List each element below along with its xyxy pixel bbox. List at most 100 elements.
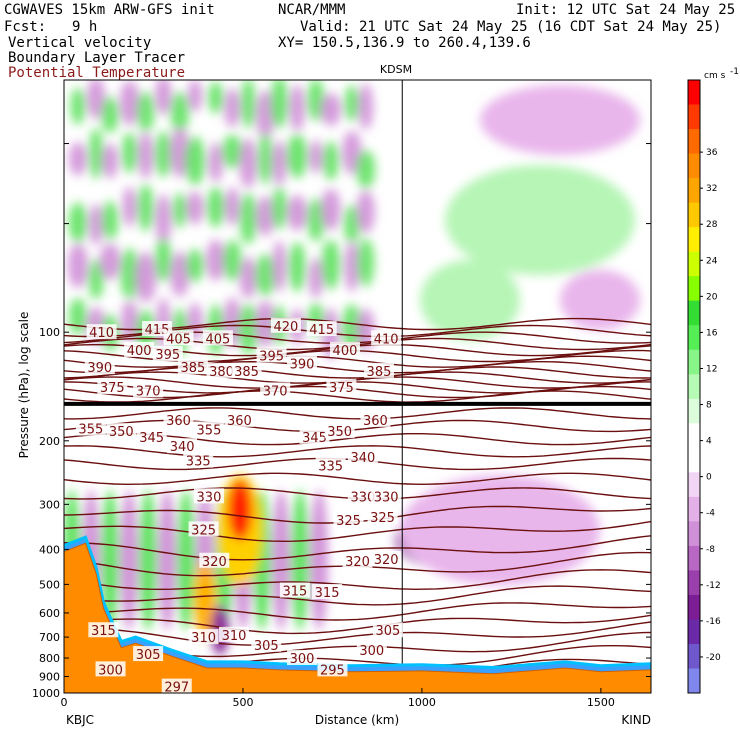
theta-label: 370	[263, 384, 288, 399]
colorbar-swatch	[688, 80, 700, 106]
velocity-blob	[239, 138, 258, 189]
theta-label: 295	[320, 663, 345, 678]
theta-label-bg	[270, 317, 301, 333]
velocity-blob	[101, 200, 119, 240]
theta-label: 335	[318, 459, 343, 474]
x-axis-title: Distance (km)	[315, 713, 399, 727]
x-tick-label: 0	[61, 696, 68, 709]
theta-label: 300	[98, 663, 123, 678]
velocity-blob	[238, 303, 259, 355]
colorbar-frame	[687, 79, 701, 694]
velocity-blob	[291, 490, 309, 630]
velocity-blob	[99, 243, 121, 280]
theta-label: 345	[302, 431, 327, 446]
kdsm-marker-label: KDSM	[380, 63, 412, 76]
theta-label-bg	[136, 428, 167, 444]
theta-label: 415	[309, 323, 334, 338]
theta-label-bg	[372, 622, 403, 638]
theta-label-bg	[256, 347, 287, 363]
velocity-blob	[289, 84, 306, 132]
theta-label: 325	[191, 523, 216, 538]
velocity-blob	[70, 87, 86, 125]
velocity-blob	[122, 186, 137, 227]
theta-label: 320	[202, 555, 227, 570]
colorbar-tick-label: -20	[706, 653, 721, 663]
theta-label: 390	[87, 361, 112, 376]
org-label: NCAR/MMM	[278, 2, 346, 18]
theta-label-bg	[163, 330, 194, 346]
colorbar-swatch	[688, 325, 700, 351]
theta-label: 310	[191, 631, 216, 646]
velocity-blob	[356, 190, 375, 234]
theta-label: 320	[374, 553, 399, 568]
y-tick-label: 700	[39, 631, 60, 644]
velocity-blob	[320, 188, 341, 231]
velocity-blob	[357, 238, 375, 287]
theta-label-bg	[133, 646, 164, 662]
theta-label: 375	[100, 381, 125, 396]
theta-contour	[64, 602, 651, 621]
theta-contour	[64, 407, 651, 420]
theta-label-bg	[183, 452, 214, 468]
velocity-blob	[228, 480, 252, 540]
velocity-blob	[101, 143, 119, 179]
theta-label-bg	[106, 423, 137, 439]
fcst-value: 9 h	[72, 19, 98, 35]
velocity-blob	[137, 131, 154, 179]
theta-label: 400	[333, 344, 358, 359]
colorbar-swatch	[688, 619, 700, 645]
theta-label-bg	[371, 488, 402, 504]
velocity-blob	[308, 257, 324, 299]
theta-label-bg	[315, 457, 346, 473]
theta-label-bg	[371, 330, 402, 346]
velocity-blob	[170, 91, 190, 134]
velocity-blob	[240, 80, 256, 129]
theta-label-bg	[86, 324, 117, 340]
velocity-blob	[288, 241, 306, 292]
theta-label: 315	[91, 624, 116, 639]
theta-contour	[64, 520, 651, 543]
theta-label-bg	[360, 411, 391, 427]
velocity-blob	[344, 241, 360, 292]
velocity-blob	[272, 240, 287, 292]
y-tick-label: 1000	[32, 687, 60, 700]
colorbar-tick-label: 20	[706, 292, 718, 302]
theta-label: 320	[345, 555, 370, 570]
theta-label-bg	[206, 362, 237, 378]
y-tick-label: 800	[39, 652, 60, 665]
colorbar-swatch	[688, 129, 700, 155]
velocity-blob	[208, 142, 224, 183]
colorbar-tick-label: 28	[706, 220, 718, 230]
field-potential-temperature: Potential Temperature	[8, 65, 186, 81]
velocity-blob	[480, 85, 640, 155]
velocity-blob	[101, 96, 119, 134]
theta-label: 415	[145, 323, 170, 338]
colorbar-swatch	[688, 276, 700, 302]
y-axis-title: Pressure (hPa), log scale	[17, 312, 31, 459]
theta-contour	[64, 585, 651, 606]
theta-label-bg	[287, 650, 318, 666]
theta-label-bg	[251, 636, 282, 652]
velocity-blob	[322, 141, 339, 181]
theta-label-bg	[279, 582, 310, 598]
theta-label: 395	[155, 348, 180, 363]
theta-label: 300	[359, 644, 384, 659]
colorbar-swatch	[688, 398, 700, 424]
y-tick-label: 300	[39, 498, 60, 511]
colorbar-swatch	[688, 202, 700, 228]
colorbar-swatch	[688, 594, 700, 620]
model-title: CGWAVES 15km ARW-GFS init	[4, 2, 215, 18]
xy-coords: XY= 150.5,136.9 to 260.4,139.6	[278, 35, 531, 51]
velocity-blob	[343, 204, 360, 244]
field-boundary-layer-tracer: Boundary Layer Tracer	[8, 50, 186, 66]
colorbar-tick-label: 16	[706, 328, 718, 338]
colorbar-swatch	[688, 570, 700, 596]
colorbar-tick-label: 12	[706, 364, 717, 374]
velocity-blob	[239, 256, 257, 299]
colorbar-tick-label: 32	[706, 184, 717, 194]
y-tick-label: 100	[39, 326, 60, 339]
velocity-blob	[120, 248, 140, 300]
velocity-blob	[154, 131, 172, 178]
